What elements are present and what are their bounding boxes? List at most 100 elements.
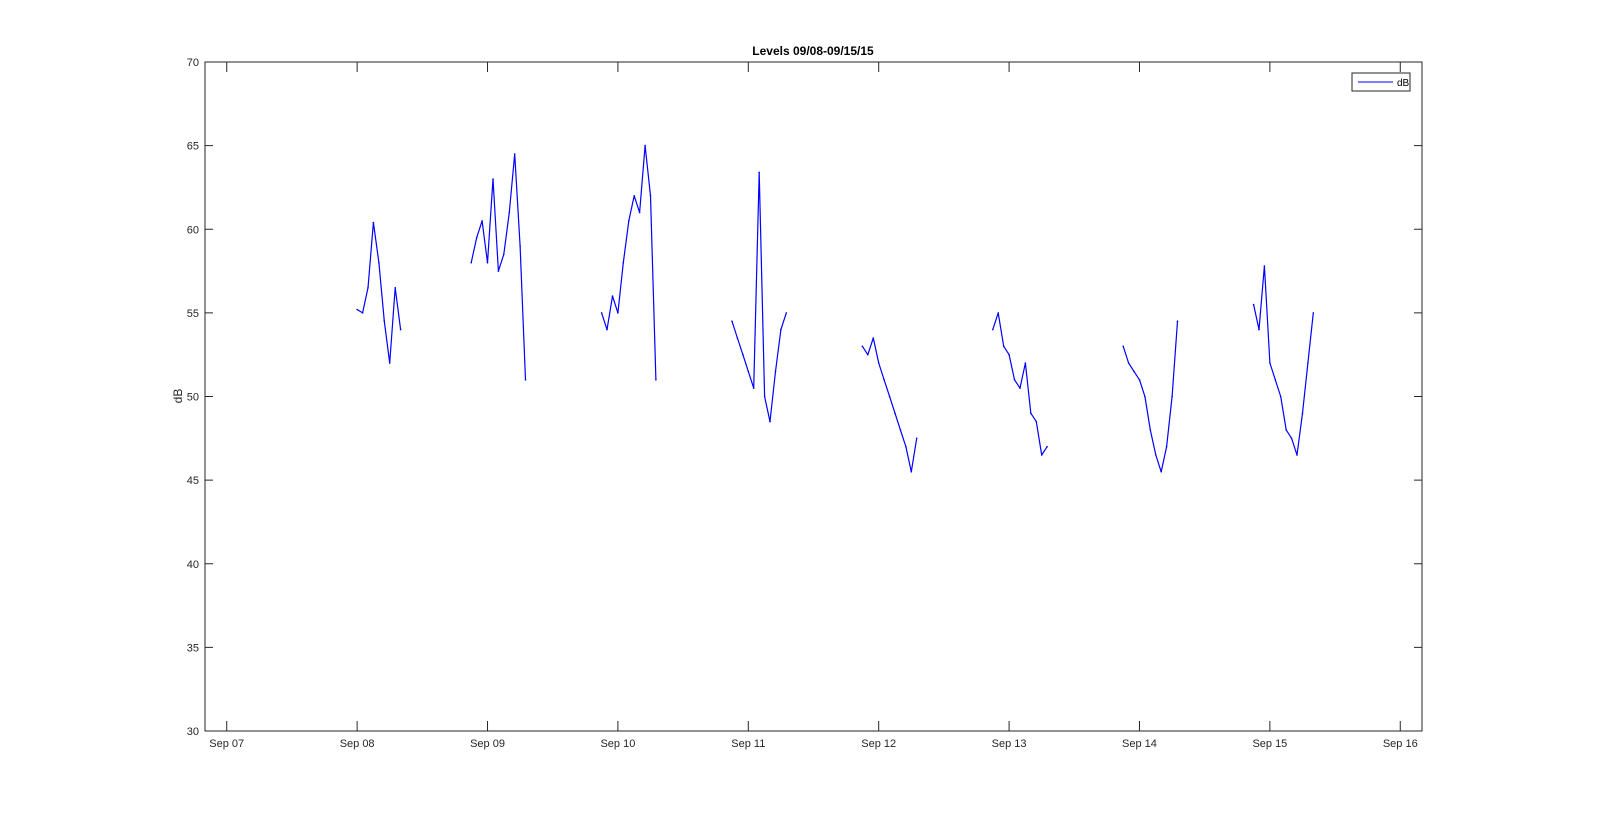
data-point <box>1312 312 1315 314</box>
x-tick-label: Sep 10 <box>600 738 635 750</box>
data-point <box>649 195 652 197</box>
data-point <box>1252 303 1255 306</box>
data-point <box>394 287 397 289</box>
x-tick-label: Sep 09 <box>470 738 505 750</box>
data-point <box>867 353 869 356</box>
data-point <box>1176 320 1179 323</box>
data-point <box>399 328 402 331</box>
data-point <box>388 362 391 364</box>
data-point <box>475 236 478 239</box>
data-point <box>611 295 614 297</box>
data-point <box>633 195 635 197</box>
data-point <box>1171 395 1173 398</box>
chart-title: Levels 09/08-09/15/15 <box>752 44 874 58</box>
data-point <box>1285 429 1287 431</box>
y-tick-label: 35 <box>187 642 199 654</box>
data-point <box>910 471 913 473</box>
data-point <box>877 362 880 364</box>
data-point <box>883 379 885 381</box>
data-point <box>1024 362 1027 364</box>
x-tick-label: Sep 14 <box>1122 738 1157 750</box>
data-point <box>1307 362 1309 364</box>
data-point <box>1155 454 1157 456</box>
data-point <box>470 261 473 264</box>
data-point <box>861 345 864 348</box>
y-axis-label: dB <box>171 389 185 404</box>
data-point <box>1290 437 1293 440</box>
data-point <box>780 328 782 331</box>
data-point <box>1165 445 1168 448</box>
data-point <box>1144 395 1146 398</box>
data-point <box>1040 454 1043 456</box>
data-point <box>383 320 386 323</box>
data-point <box>736 337 739 339</box>
data-point <box>915 437 918 440</box>
data-point <box>1008 353 1010 356</box>
data-point <box>356 308 358 311</box>
data-point <box>1133 370 1135 373</box>
data-point <box>1301 412 1304 415</box>
x-tick-label: Sep 07 <box>209 738 244 750</box>
data-point <box>524 379 527 381</box>
data-point <box>758 171 760 174</box>
data-point <box>628 220 630 222</box>
x-tick-label: Sep 11 <box>731 738 765 750</box>
y-tick-label: 50 <box>187 392 199 404</box>
y-axis: 30 35 40 45 50 55 60 65 70 <box>187 57 1422 738</box>
data-point <box>1269 362 1271 364</box>
data-point <box>905 445 907 448</box>
y-tick-label: 40 <box>187 559 199 571</box>
data-point <box>894 412 896 415</box>
data-point <box>872 337 875 339</box>
data-point <box>519 245 521 247</box>
data-point <box>513 153 516 155</box>
data-point <box>763 395 766 398</box>
data-point <box>1279 395 1282 398</box>
y-tick-label: 70 <box>187 57 199 69</box>
y-tick-label: 60 <box>187 224 199 236</box>
data-point <box>1127 362 1130 364</box>
y-tick-label: 30 <box>187 726 199 738</box>
data-point <box>899 429 902 431</box>
data-point <box>503 253 505 256</box>
x-tick-label: Sep 08 <box>340 738 375 750</box>
data-point <box>508 211 511 214</box>
data-point <box>1149 429 1152 431</box>
series-line <box>1253 265 1314 456</box>
plot-area <box>204 61 1423 732</box>
data-point <box>361 312 364 314</box>
data-point <box>731 320 733 323</box>
data-point <box>600 312 603 314</box>
data-point <box>367 287 369 289</box>
data-point <box>1019 387 1021 389</box>
data-point <box>769 420 771 423</box>
data-point <box>1160 471 1162 473</box>
data-point <box>1258 328 1260 331</box>
y-tick-label: 65 <box>187 141 199 153</box>
series-layer <box>356 144 1315 473</box>
data-point <box>997 312 999 314</box>
data-point <box>497 270 500 272</box>
data-point <box>617 312 619 314</box>
data-point <box>1002 345 1005 348</box>
x-tick-label: Sep 16 <box>1383 738 1418 750</box>
data-point <box>481 220 483 222</box>
data-point <box>655 379 657 381</box>
y-tick-label: 45 <box>187 475 199 487</box>
data-point <box>1263 265 1266 267</box>
legend-label: dB <box>1397 78 1410 89</box>
data-point <box>785 312 788 314</box>
data-point <box>492 178 494 180</box>
data-point <box>774 370 777 373</box>
data-point <box>606 328 608 331</box>
x-axis: Sep 07 Sep 08 Sep 09 Sep 10 Sep 11 Sep 12 Sep … <box>209 62 1418 750</box>
data-point <box>1274 379 1277 381</box>
data-point <box>1030 412 1032 415</box>
data-point <box>888 395 891 398</box>
data-point <box>486 261 489 264</box>
data-point <box>1046 445 1048 448</box>
data-point <box>1013 379 1016 381</box>
data-point <box>747 370 750 373</box>
data-point <box>992 328 994 331</box>
